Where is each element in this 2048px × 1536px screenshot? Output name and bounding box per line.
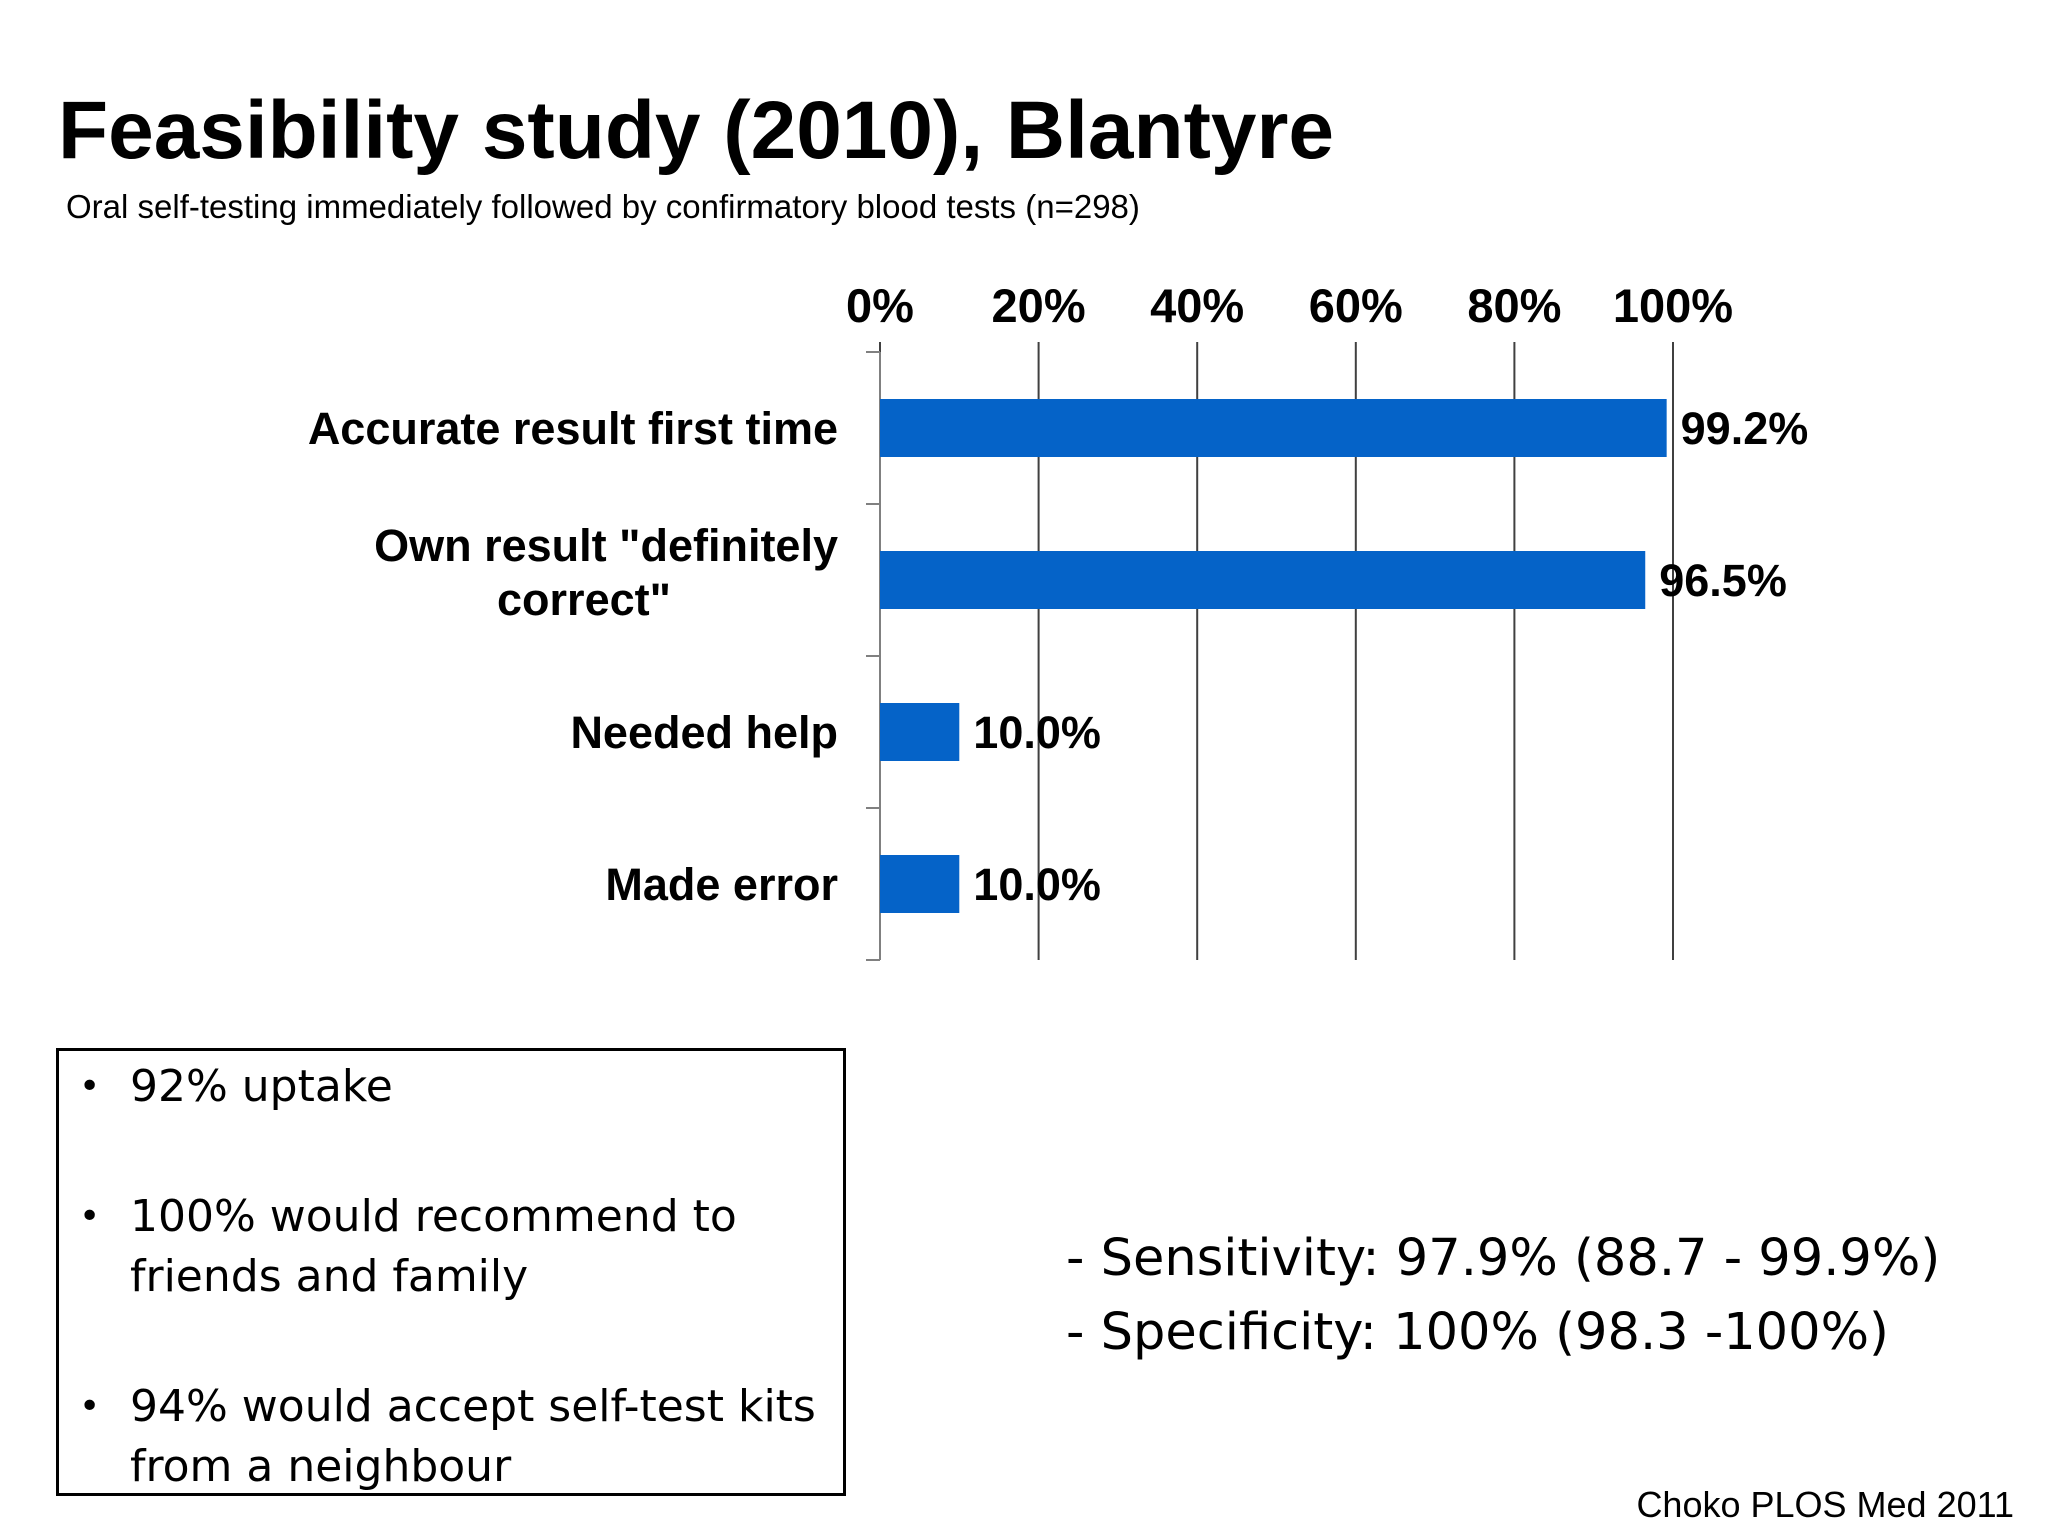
bar-chart: 0% 20% 40% 60% 80% 100% 99.2% Accurate result f…: [308, 279, 1809, 961]
bar-3: [880, 855, 960, 913]
x-tick-label-0: 0%: [846, 279, 914, 332]
category-label-3: Made error: [605, 859, 838, 910]
x-tick-label-40: 40%: [1150, 279, 1244, 332]
slide-title: Feasibility study (2010), Blantyre: [58, 85, 1335, 176]
x-tick-label-80: 80%: [1467, 279, 1561, 332]
bar-1: [880, 551, 1646, 609]
category-label-1-line-1: correct": [497, 574, 671, 625]
bullet-uptake: 92% uptake: [59, 1057, 839, 1117]
bar-0: [880, 399, 1667, 457]
x-tick-label-100: 100%: [1613, 279, 1733, 332]
category-label-0: Accurate result first time: [308, 403, 838, 454]
bullet-accept-kits: 94% would accept self-test kits from a n…: [59, 1377, 839, 1497]
value-label-0: 99.2%: [1681, 403, 1809, 454]
category-label-2: Needed help: [570, 707, 838, 758]
value-label-1: 96.5%: [1659, 555, 1787, 606]
value-label-3: 10.0%: [973, 859, 1101, 910]
x-tick-label-20: 20%: [992, 279, 1086, 332]
x-tick-label-60: 60%: [1309, 279, 1403, 332]
category-label-1-line-0: Own result "definitely: [374, 520, 838, 571]
citation: Choko PLOS Med 2011: [1636, 1484, 2014, 1525]
slide-subtitle: Oral self-testing immediately followed b…: [66, 188, 1140, 225]
bar-2: [880, 703, 960, 761]
accuracy-stats: - Sensitivity: 97.9% (88.7 - 99.9%) - Sp…: [1066, 1222, 1940, 1370]
value-label-2: 10.0%: [973, 707, 1101, 758]
sensitivity-line: - Sensitivity: 97.9% (88.7 - 99.9%): [1066, 1229, 1941, 1288]
findings-box: 92% uptake 100% would recommend to frien…: [56, 1048, 846, 1496]
specificity-line: - Specificity: 100% (98.3 -100%): [1066, 1303, 1889, 1362]
bullet-recommend: 100% would recommend to friends and fami…: [59, 1187, 839, 1307]
